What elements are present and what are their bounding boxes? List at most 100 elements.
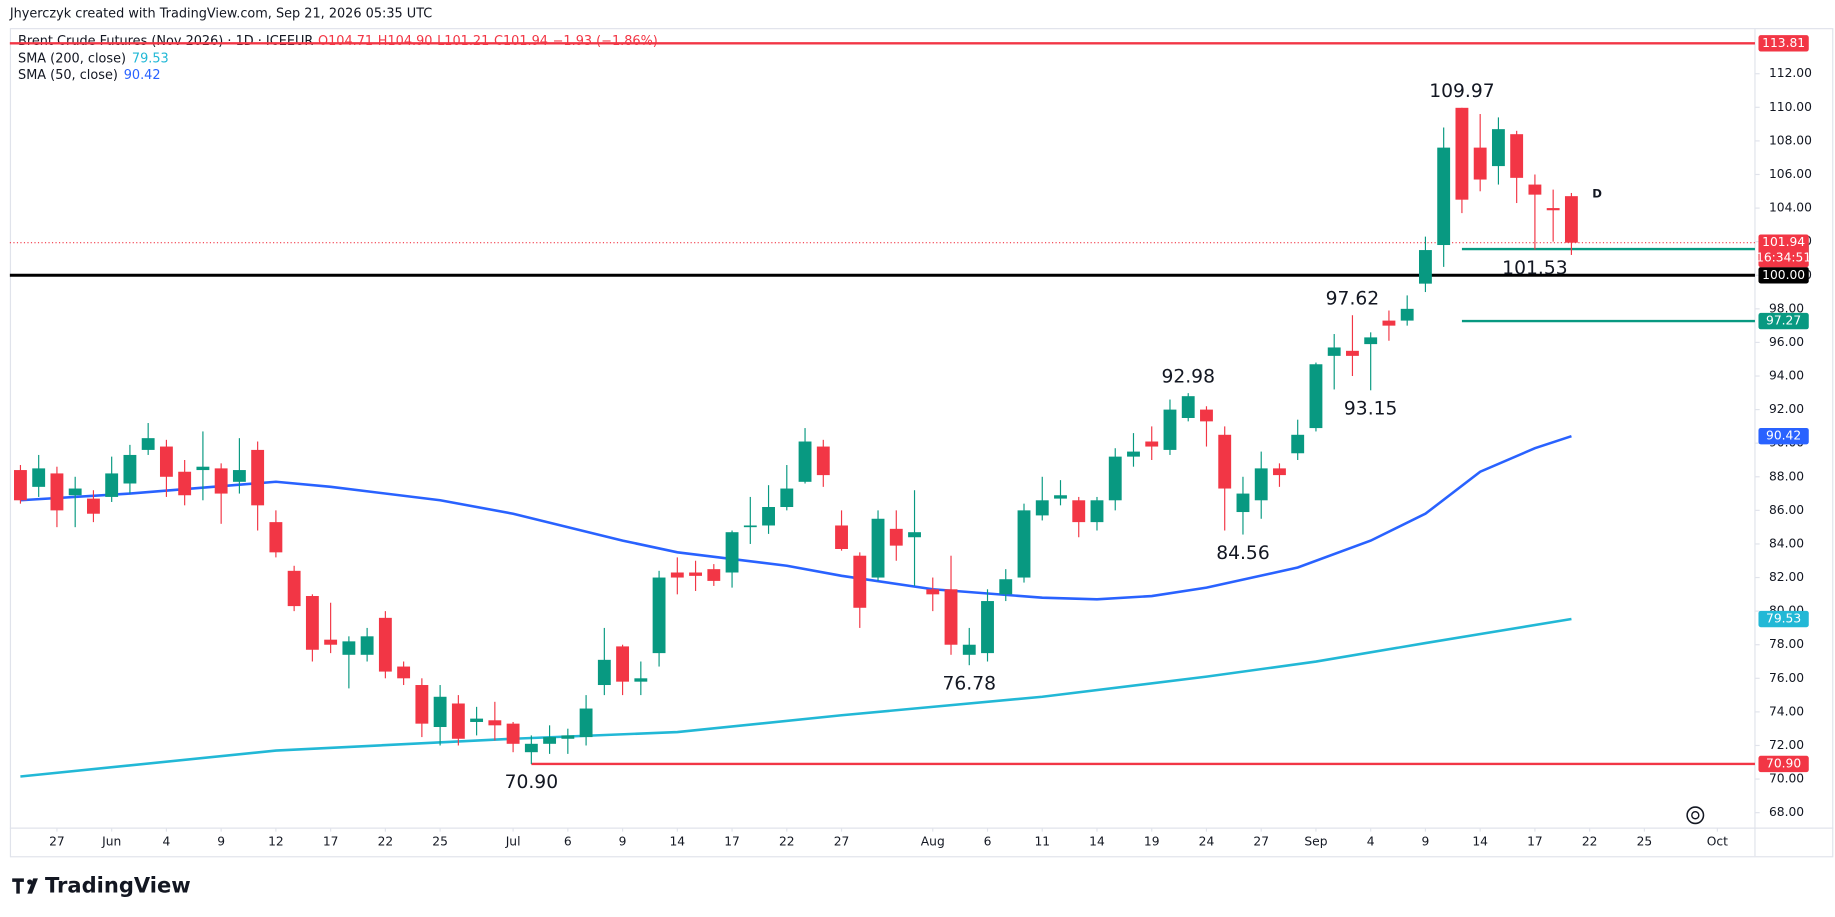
candle-body — [123, 454, 137, 484]
y-tick-label: 68.00 — [1769, 805, 1804, 819]
level-price-label: 70.90 — [1766, 756, 1801, 770]
candle-body — [1181, 396, 1195, 419]
price-annotation: 70.90 — [505, 772, 559, 793]
candle-body — [1491, 129, 1505, 167]
candle-body — [1400, 308, 1414, 321]
indicator-name: SMA (50, close) — [18, 67, 118, 82]
candle-body — [1017, 510, 1031, 578]
y-tick-label: 88.00 — [1769, 469, 1804, 483]
candle-body — [853, 555, 867, 608]
y-tick-label: 98.00 — [1769, 301, 1804, 315]
candle-body — [251, 449, 265, 506]
candle-body — [1473, 147, 1487, 180]
candle-body — [780, 488, 794, 508]
candle-body — [597, 659, 611, 686]
y-tick-label: 106.00 — [1769, 167, 1812, 181]
candle-body — [342, 641, 356, 655]
candle-body — [178, 471, 192, 496]
event-marker: D — [1592, 187, 1602, 201]
x-tick-label: 9 — [217, 835, 225, 849]
candle-body — [1254, 468, 1268, 501]
candle-body — [743, 525, 757, 528]
sma-price-label-box — [1758, 610, 1809, 628]
y-tick-label: 84.00 — [1769, 536, 1804, 550]
candle-body — [415, 685, 429, 724]
candle-body — [141, 438, 155, 450]
candle-body — [725, 532, 739, 573]
candle-body — [1382, 320, 1396, 326]
indicator-name: SMA (200, close) — [18, 51, 126, 66]
candle-body — [889, 528, 903, 546]
candle-body — [159, 446, 173, 477]
y-tick-label: 78.00 — [1769, 637, 1804, 651]
y-tick-label: 72.00 — [1769, 738, 1804, 752]
candle-body — [232, 470, 246, 482]
x-tick-label: 27 — [49, 835, 65, 849]
candle-body — [305, 596, 319, 650]
ohlc-value: C101.94 — [494, 33, 548, 48]
logo-dot — [27, 879, 33, 885]
x-tick-label: 17 — [1527, 835, 1543, 849]
x-tick-label: 24 — [1199, 835, 1215, 849]
x-tick-label: 17 — [724, 835, 740, 849]
ohlc-value: −1.93 (−1.86%) — [553, 33, 658, 48]
candle-body — [1127, 451, 1140, 457]
sma-line — [20, 617, 1572, 778]
candle-body — [1309, 364, 1323, 429]
candle-body — [616, 646, 630, 682]
candle-body — [798, 441, 812, 482]
candle-body — [360, 636, 374, 655]
candle-body — [324, 639, 338, 645]
x-tick-label: 27 — [1253, 835, 1269, 849]
candle-body — [1108, 456, 1122, 501]
candle-body — [1528, 184, 1542, 195]
x-tick-label: 14 — [670, 835, 686, 849]
x-tick-label: 12 — [268, 835, 284, 849]
candle-body — [1273, 468, 1286, 476]
countdown: 16:34:51 — [1756, 250, 1811, 264]
x-tick-label: 6 — [984, 835, 992, 849]
candle-body — [1163, 409, 1177, 450]
candle-body — [1418, 250, 1432, 284]
y-tick-label: 104.00 — [1769, 201, 1812, 215]
candle-body — [1564, 196, 1578, 243]
ohlc-value: H104.90 — [378, 33, 433, 48]
candle-body — [506, 723, 520, 744]
logo-mark — [12, 878, 24, 894]
x-tick-label: 22 — [1582, 835, 1598, 849]
x-tick-label: Oct — [1707, 835, 1728, 849]
candle-body — [287, 570, 301, 607]
current-price-label-box — [1758, 234, 1809, 268]
candle-body — [1437, 147, 1451, 246]
candle-body — [433, 696, 447, 728]
candle-body — [926, 589, 940, 595]
candle-body — [561, 735, 575, 739]
y-tick-label: 108.00 — [1769, 133, 1812, 147]
x-tick-label: 14 — [1472, 835, 1488, 849]
level-price-label-box — [1758, 755, 1809, 773]
indicator-legend: SMA (200, close) 79.53 — [18, 51, 169, 66]
candle-body — [1035, 500, 1049, 516]
candle-body — [835, 525, 848, 549]
candle-body — [543, 737, 557, 744]
candle-body — [999, 579, 1013, 595]
y-tick-label: 96.00 — [1769, 335, 1804, 349]
candle-body — [1327, 347, 1341, 356]
y-tick-label: 86.00 — [1769, 503, 1804, 517]
candle-body — [652, 577, 666, 654]
level-price-label-box — [1758, 312, 1809, 330]
settings-icon[interactable] — [1686, 806, 1705, 825]
settings-icon-inner — [1691, 811, 1700, 820]
candle-body — [68, 488, 82, 496]
sma-price-label: 79.53 — [1766, 612, 1801, 626]
price-annotation: 84.56 — [1216, 543, 1270, 564]
candle-body — [397, 666, 411, 679]
candle-body — [762, 507, 775, 526]
x-tick-label: Jul — [505, 835, 521, 849]
candle-body — [1236, 493, 1250, 513]
symbol-legend: Brent Crude Futures (Nov 2026) · 1D · IC… — [18, 33, 658, 48]
candle-body — [1200, 409, 1213, 422]
price-annotation: 92.98 — [1161, 366, 1215, 387]
